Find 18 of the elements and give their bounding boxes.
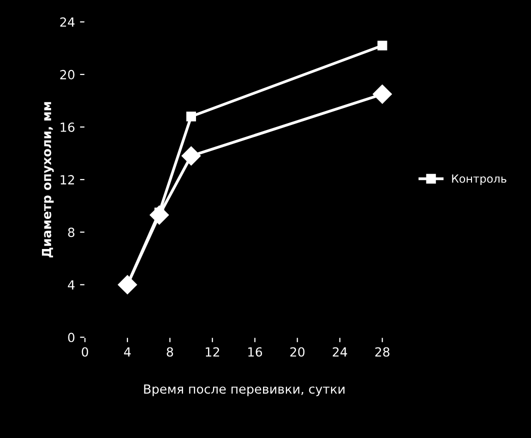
y-axis-title: Диаметр опухоли, мм: [42, 102, 54, 258]
y-tick-label: 4: [68, 280, 75, 290]
x-tick-label: 12: [206, 347, 220, 356]
x-tick-label: 24: [332, 347, 348, 356]
y-tick-label: 24: [60, 17, 75, 27]
y-tick-label: 8: [68, 228, 74, 238]
x-tick-label: 4: [124, 347, 131, 356]
y-tick-label: 0: [68, 332, 74, 342]
legend-label: Контроль: [452, 174, 506, 185]
y-tick-label: 16: [60, 122, 74, 132]
x-tick-label: 8: [166, 347, 174, 357]
x-tick-label: 28: [375, 347, 390, 357]
x-tick-label: 16: [248, 347, 262, 357]
x-axis-title: Время после перевивки, сутки: [144, 384, 344, 396]
y-tick-label: 20: [60, 70, 74, 80]
x-tick-label: 0: [82, 347, 88, 357]
x-tick-label: 20: [290, 347, 304, 357]
y-tick-label: 12: [60, 175, 74, 184]
